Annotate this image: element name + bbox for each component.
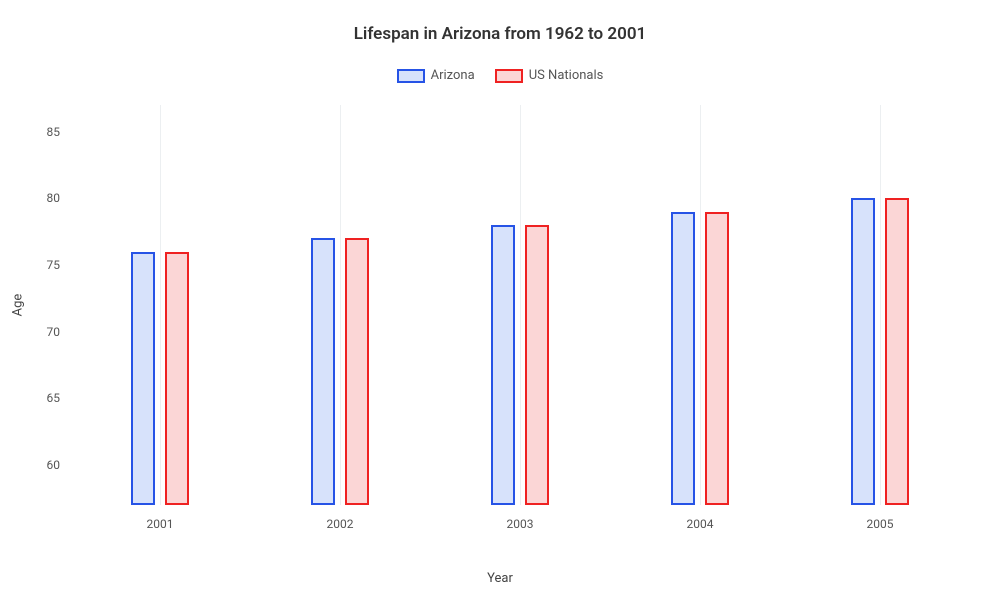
legend-swatch-arizona — [397, 69, 425, 83]
bar — [671, 212, 695, 505]
x-tick-label: 2004 — [687, 517, 714, 531]
legend-item-us-nationals: US Nationals — [495, 68, 604, 83]
gridline — [520, 105, 521, 505]
legend-item-arizona: Arizona — [397, 68, 475, 83]
gridline — [880, 105, 881, 505]
legend: Arizona US Nationals — [0, 68, 1000, 83]
bar — [345, 238, 369, 505]
legend-swatch-us-nationals — [495, 69, 523, 83]
x-tick-label: 2005 — [867, 517, 894, 531]
y-axis-label: Age — [11, 294, 26, 317]
chart-title: Lifespan in Arizona from 1962 to 2001 — [0, 24, 1000, 44]
bar — [491, 225, 515, 505]
x-tick-label: 2003 — [507, 517, 534, 531]
y-tick-label: 85 — [47, 125, 61, 139]
bar — [705, 212, 729, 505]
legend-label-arizona: Arizona — [431, 68, 475, 83]
bar — [525, 225, 549, 505]
y-tick-label: 70 — [47, 325, 61, 339]
bar — [165, 252, 189, 505]
bar — [885, 198, 909, 505]
bar — [851, 198, 875, 505]
y-tick-label: 60 — [47, 458, 61, 472]
gridline — [340, 105, 341, 505]
bar — [131, 252, 155, 505]
y-tick-label: 65 — [47, 391, 61, 405]
y-tick-label: 75 — [47, 258, 61, 272]
x-tick-label: 2002 — [327, 517, 354, 531]
plot-area: 20012002200320042005606570758085 — [70, 105, 970, 505]
chart-container: Lifespan in Arizona from 1962 to 2001 Ar… — [0, 0, 1000, 600]
legend-label-us-nationals: US Nationals — [529, 68, 604, 83]
x-tick-label: 2001 — [147, 517, 174, 531]
gridline — [700, 105, 701, 505]
y-tick-label: 80 — [47, 191, 61, 205]
bar — [311, 238, 335, 505]
x-axis-label: Year — [487, 571, 513, 586]
gridline — [160, 105, 161, 505]
